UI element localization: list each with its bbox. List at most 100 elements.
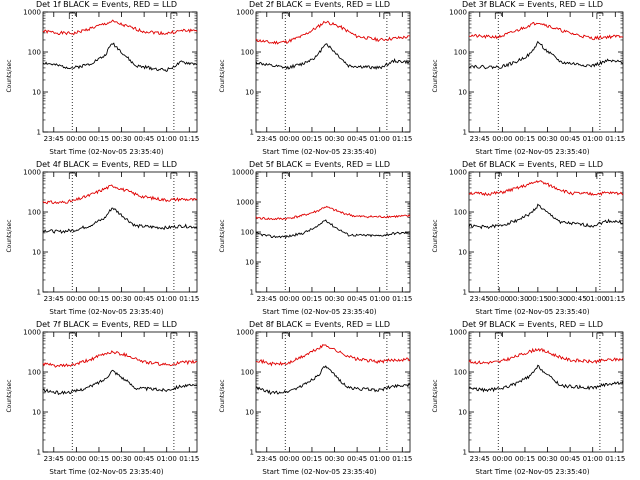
y-tick-label: 10 — [32, 409, 41, 417]
plot-frame — [255, 331, 411, 453]
y-tick-label: 100 — [454, 49, 467, 57]
chart-title: Det 4f BLACK = Events, RED = LLD — [35, 160, 178, 169]
chart-title: Det 3f BLACK = Events, RED = LLD — [461, 0, 604, 9]
x-tick-label: 23:45 — [470, 135, 490, 143]
x-tick-label: 23:45 — [257, 455, 277, 463]
lld-series-line — [468, 180, 624, 197]
lld-series-line — [255, 20, 411, 45]
chart-plot: 1 10 100 1000 23:45 00:00 00:15 00:30 00:45 01:00… — [23, 329, 199, 464]
lld-series-line — [468, 347, 624, 365]
lld-series-line — [42, 184, 198, 205]
x-tick-label: 01:00 — [370, 135, 390, 143]
x-tick-label: 00:15 — [89, 455, 109, 463]
y-tick-label: 10 — [458, 409, 467, 417]
y-tick-label: 1 — [463, 289, 467, 297]
time-marker-flag — [494, 332, 502, 339]
y-tick-label: 100 — [241, 229, 254, 237]
chart-plot: 1 10 100 1000 23:45 00:00 00:15 00:30 00:45 01:00… — [449, 329, 625, 464]
x-tick-label: 00:15 — [515, 135, 535, 143]
events-series-line — [255, 365, 411, 395]
time-marker-flag — [383, 172, 391, 179]
detector-panel-9: Det 9f BLACK = Events, RED = LLD 1 10 100 10… — [426, 320, 639, 480]
y-tick-label: 1000 — [449, 169, 467, 177]
time-marker-flag — [170, 12, 178, 19]
lld-series-line — [255, 344, 411, 367]
x-axis-label: Start Time (02-Nov-05 23:35:40) — [475, 308, 590, 316]
y-tick-label: 10 — [245, 259, 254, 267]
y-tick-label: 1000 — [23, 169, 41, 177]
y-tick-label: 1 — [463, 129, 467, 137]
y-tick-label: 100 — [241, 369, 254, 377]
y-tick-label: 1000 — [236, 329, 254, 337]
x-tick-label: 00:00 — [279, 135, 299, 143]
x-tick-label: 00:30 — [111, 455, 131, 463]
time-marker-flag — [494, 172, 502, 179]
x-axis-label: Start Time (02-Nov-05 23:35:40) — [475, 468, 590, 476]
x-tick-label: 01:15 — [179, 455, 199, 463]
y-axis-label: Counts/sec — [219, 219, 226, 253]
chart-plot: 1 10 100 1000 23:45 00:00 00:15 00:30 00:45 01:00… — [236, 9, 412, 144]
detector-panel-8: Det 8f BLACK = Events, RED = LLD 1 10 100 10… — [213, 320, 426, 480]
y-tick-label: 1 — [37, 449, 41, 457]
y-tick-label: 1 — [250, 129, 254, 137]
x-axis-label: Start Time (02-Nov-05 23:35:40) — [49, 148, 164, 156]
x-tick-label: 00:00 — [279, 295, 299, 303]
x-tick-label: 00:45 — [134, 295, 154, 303]
y-tick-label: 100 — [28, 49, 41, 57]
x-tick-label: 00:45 — [347, 135, 367, 143]
plot-frame — [468, 331, 624, 453]
chart-plot: 1 10 100 1000 23:45 00:00 00:15 00:30 00:45 01:00… — [236, 329, 412, 464]
time-marker-flag — [596, 12, 604, 19]
x-tick-label: 00:15 — [302, 295, 322, 303]
y-tick-label: 10 — [32, 249, 41, 257]
y-tick-label: 1000 — [23, 329, 41, 337]
x-tick-label: 00:15 — [515, 455, 535, 463]
detector-panel-7: Det 7f BLACK = Events, RED = LLD 1 10 100 10… — [0, 320, 213, 480]
x-tick-label: 00:00 — [66, 455, 86, 463]
x-tick-label: 23:45 — [44, 135, 64, 143]
x-axis-label: Start Time (02-Nov-05 23:35:40) — [475, 148, 590, 156]
x-tick-label: 00:30 — [111, 135, 131, 143]
x-tick-label: 00:30 — [537, 455, 557, 463]
lld-series-line — [468, 21, 624, 41]
time-marker-flag — [281, 12, 289, 19]
chart-plot: 1 10 100 1000 23:45 00:00 00:15 00:30 00:45 01:00… — [449, 9, 625, 144]
y-axis-label: Counts/sec — [6, 379, 13, 413]
detector-panel-5: Det 5f BLACK = Events, RED = LLD 1 10 100 10… — [213, 160, 426, 320]
events-series-line — [468, 40, 624, 70]
x-tick-label: 00:45 — [134, 455, 154, 463]
y-tick-label: 10 — [245, 409, 254, 417]
x-tick-label: 00:30 — [537, 135, 557, 143]
x-tick-label: 01:00 — [157, 135, 177, 143]
y-tick-label: 1000 — [23, 9, 41, 17]
x-tick-label: 01:15 — [179, 295, 199, 303]
x-tick-label: 00:45 — [347, 295, 367, 303]
events-series-line — [42, 42, 198, 72]
chart-title: Det 1f BLACK = Events, RED = LLD — [35, 0, 178, 9]
x-tick-label: 00:45 — [560, 455, 580, 463]
y-tick-label: 1 — [37, 289, 41, 297]
y-axis-label: Counts/sec — [432, 219, 439, 253]
plot-frame — [255, 11, 411, 133]
lld-series-line — [42, 350, 197, 368]
time-marker-flag — [596, 332, 604, 339]
plot-frame — [42, 171, 198, 293]
time-marker-flag — [596, 172, 604, 179]
x-tick-label: 01:00 — [586, 295, 606, 303]
chart-title: Det 5f BLACK = Events, RED = LLD — [248, 160, 391, 169]
chart-plot: 1 10 100 1000 10000 23:45 00:00 00:15 00:30 00:45… — [232, 169, 413, 304]
chart-title: Det 8f BLACK = Events, RED = LLD — [248, 320, 391, 329]
x-tick-label: 00:15 — [89, 295, 109, 303]
y-tick-label: 100 — [28, 369, 41, 377]
y-tick-label: 1000 — [449, 329, 467, 337]
x-tick-label: 01:15 — [179, 135, 199, 143]
events-series-line — [468, 364, 624, 393]
y-tick-label: 10 — [32, 89, 41, 97]
plot-frame — [468, 11, 624, 133]
x-tick-label: 01:00 — [157, 295, 177, 303]
y-tick-label: 10000 — [232, 169, 254, 177]
x-tick-label: 00:30 — [324, 135, 344, 143]
x-tick-label: 01:15 — [605, 295, 625, 303]
